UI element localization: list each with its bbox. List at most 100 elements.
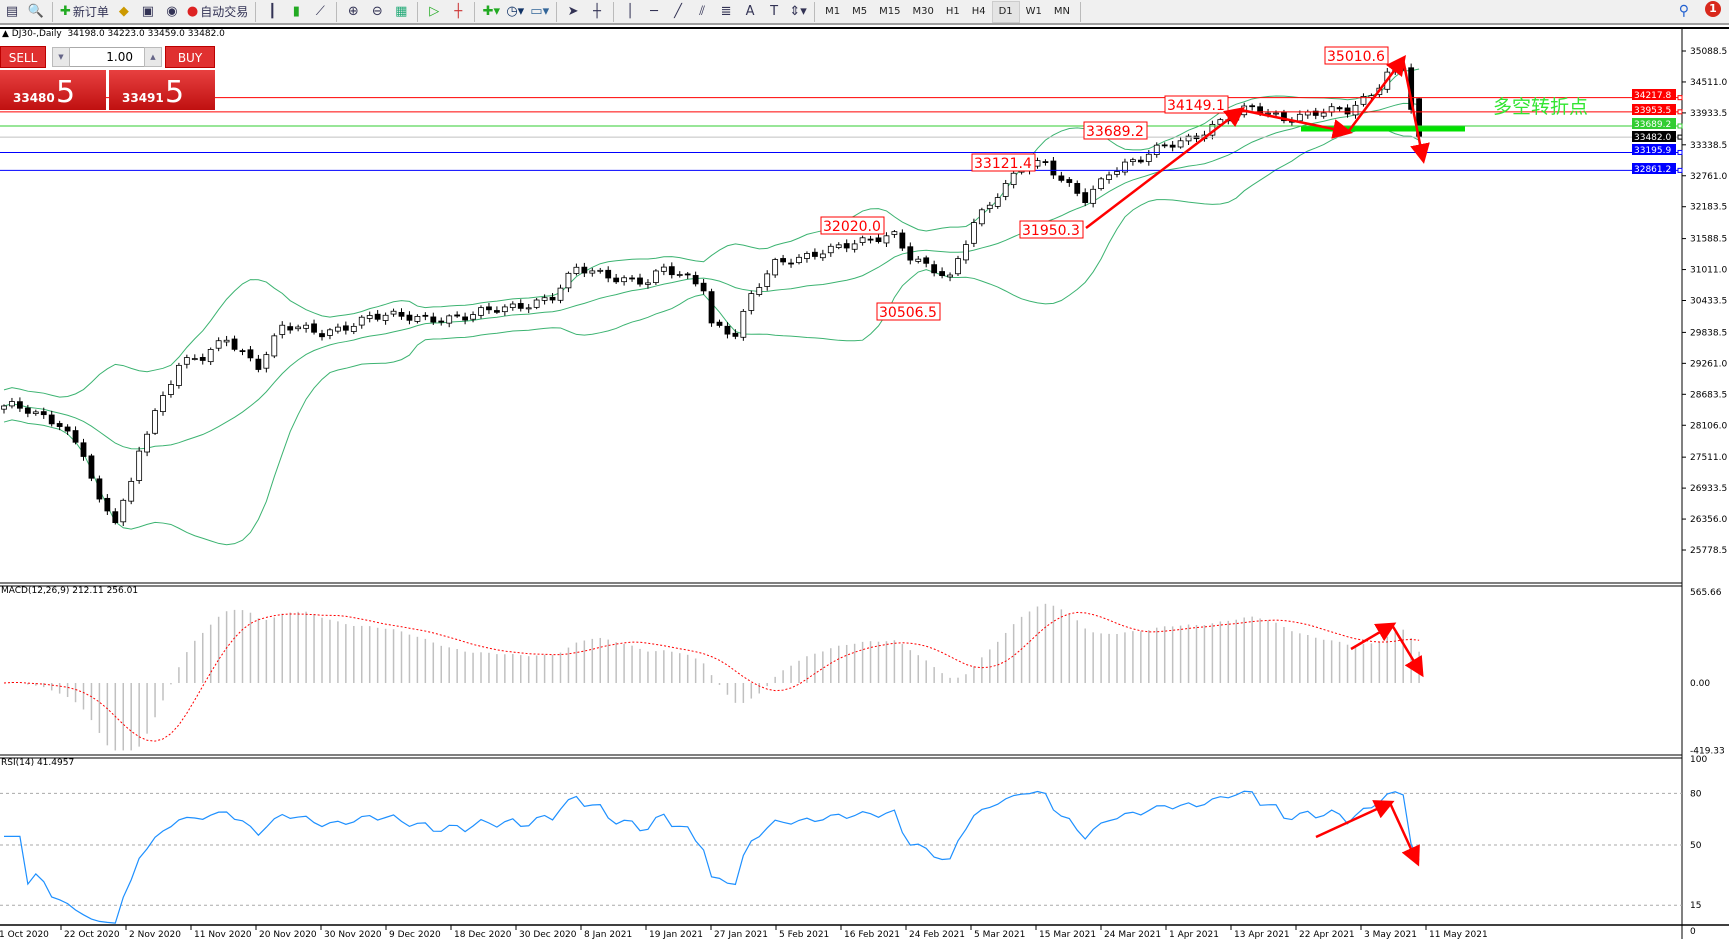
annotation-price: 32020.0 — [823, 219, 881, 235]
price-tag-label: 33482.0 — [1634, 133, 1671, 143]
timeframe-w1[interactable]: W1 — [1025, 6, 1042, 17]
annotation-price: 33689.2 — [1086, 124, 1144, 140]
arrows-icon[interactable]: ⇕▾ — [789, 4, 807, 19]
candle — [32, 409, 39, 416]
candle — [1122, 158, 1128, 176]
trendline-icon[interactable]: ╱ — [674, 4, 682, 19]
lot-decrease-button[interactable]: ▼ — [52, 47, 70, 67]
date-label: 24 Feb 2021 — [909, 930, 965, 939]
candle — [565, 271, 572, 293]
search-icon[interactable]: ⚲ — [1678, 3, 1689, 19]
candle-body — [812, 251, 818, 257]
zoom-in-icon[interactable]: ⊕ — [347, 4, 359, 19]
candle — [1002, 179, 1009, 201]
candle — [549, 293, 556, 304]
timeframe-d1[interactable]: D1 — [991, 0, 1020, 23]
buy-price-button[interactable]: 33491 . 5 — [109, 70, 215, 110]
profile-icon[interactable]: 🔍 — [27, 4, 45, 19]
candle-body — [1265, 112, 1271, 115]
lot-increase-button[interactable]: ▲ — [144, 47, 162, 67]
date-label: 1 Oct 2020 — [0, 930, 49, 939]
candle — [1169, 141, 1176, 152]
candle — [430, 312, 437, 325]
equidistant-channel-icon[interactable]: ⫽ — [699, 4, 705, 19]
candle-body — [867, 238, 874, 241]
bid-price: 33480 — [13, 91, 55, 105]
candle — [16, 397, 23, 412]
level-handle — [1677, 123, 1683, 129]
date-label: 13 Apr 2021 — [1234, 930, 1290, 939]
candle — [334, 323, 341, 334]
new-order-button[interactable]: ✚ 新订单 — [57, 1, 112, 23]
horizontal-line-icon[interactable]: ─ — [650, 4, 658, 19]
annotation-price: 35010.6 — [1327, 49, 1385, 65]
text-icon[interactable]: A — [745, 4, 755, 19]
candle — [1312, 107, 1319, 120]
candlestick-icon[interactable]: ▮ — [292, 4, 300, 19]
crosshair-icon[interactable]: ┼ — [593, 4, 601, 19]
tile-windows-icon[interactable]: ▦ — [395, 4, 408, 19]
candle — [287, 322, 294, 334]
bollinger-lower-band — [3, 126, 1420, 546]
candle — [1304, 109, 1311, 119]
candle-body — [557, 287, 564, 301]
buy-button[interactable]: BUY — [165, 46, 215, 68]
candle-body — [1344, 107, 1351, 115]
timeframe-m5[interactable]: M5 — [852, 6, 868, 17]
macd-axis-label: -419.33 — [1690, 746, 1725, 756]
candle-body — [1130, 159, 1136, 162]
candle-body — [48, 414, 55, 425]
date-label: 1 Apr 2021 — [1169, 930, 1219, 939]
new-chart-icon[interactable]: ▤ — [5, 4, 19, 19]
candle — [478, 305, 484, 319]
signals-icon[interactable]: ◉ — [166, 4, 178, 19]
lot-size-input[interactable]: 1.00 — [60, 47, 162, 67]
candle-body — [462, 316, 469, 321]
autoscroll-icon[interactable]: ▷ — [429, 4, 440, 19]
date-label: 8 Jan 2021 — [584, 930, 632, 939]
red-arrow — [1240, 108, 1353, 139]
collapse-triangle-icon[interactable]: ▲ — [2, 29, 9, 39]
templates-icon[interactable]: ▭▾ — [530, 4, 550, 19]
text-label-icon[interactable]: T — [770, 4, 779, 19]
auto-trading-label: 自动交易 — [200, 5, 249, 19]
terminal-icon[interactable]: ▣ — [141, 4, 155, 19]
fibonacci-icon[interactable]: ≣ — [720, 4, 732, 19]
price-tag — [1632, 163, 1676, 174]
timeframe-m30[interactable]: M30 — [912, 6, 934, 17]
notification-badge[interactable]: 1 — [1705, 1, 1721, 17]
cursor-icon[interactable]: ➤ — [567, 4, 579, 19]
timeframe-m1[interactable]: M1 — [825, 6, 841, 17]
candle-body — [493, 310, 500, 313]
sell-button[interactable]: SELL — [0, 46, 46, 68]
rsi-axis-label: 50 — [1690, 841, 1702, 851]
periods-clock-icon[interactable]: ◷▾ — [506, 4, 525, 19]
chart-shift-icon[interactable]: ┼ — [454, 4, 463, 19]
date-label: 5 Feb 2021 — [779, 930, 829, 939]
chart-window[interactable]: 34217.8 33953.5 33689.2 33482.0 33195.9 32861… — [0, 27, 1729, 939]
sell-price-button[interactable]: 33480 . 5 — [0, 70, 106, 110]
indicators-icon[interactable]: ✚▾ — [482, 4, 500, 19]
candle — [843, 239, 850, 253]
candle-body — [152, 410, 158, 434]
candle-body — [660, 266, 667, 272]
timeframe-h4[interactable]: H4 — [971, 6, 986, 17]
timeframe-h1[interactable]: H1 — [945, 6, 960, 17]
candle — [915, 256, 922, 264]
vertical-line-icon[interactable]: │ — [626, 4, 634, 19]
timeframe-mn[interactable]: MN — [1053, 6, 1071, 17]
timeframe-m15[interactable]: M15 — [879, 6, 901, 17]
line-chart-icon[interactable]: ⟋ — [315, 4, 325, 19]
candle — [605, 266, 612, 283]
candle-body — [271, 335, 278, 357]
bar-chart-icon[interactable]: ┃ — [268, 4, 277, 19]
chart-canvas[interactable]: 34217.8 33953.5 33689.2 33482.0 33195.9 32861… — [0, 29, 1729, 939]
navigator-icon[interactable]: ◆ — [118, 4, 129, 19]
auto-trading-button[interactable]: ● 自动交易 — [184, 1, 251, 23]
zoom-out-icon[interactable]: ⊖ — [371, 4, 383, 19]
red-arrow — [1350, 622, 1397, 651]
candle — [104, 494, 111, 515]
candle — [414, 314, 421, 324]
annotation-box — [876, 302, 941, 321]
candle-body — [565, 272, 572, 289]
